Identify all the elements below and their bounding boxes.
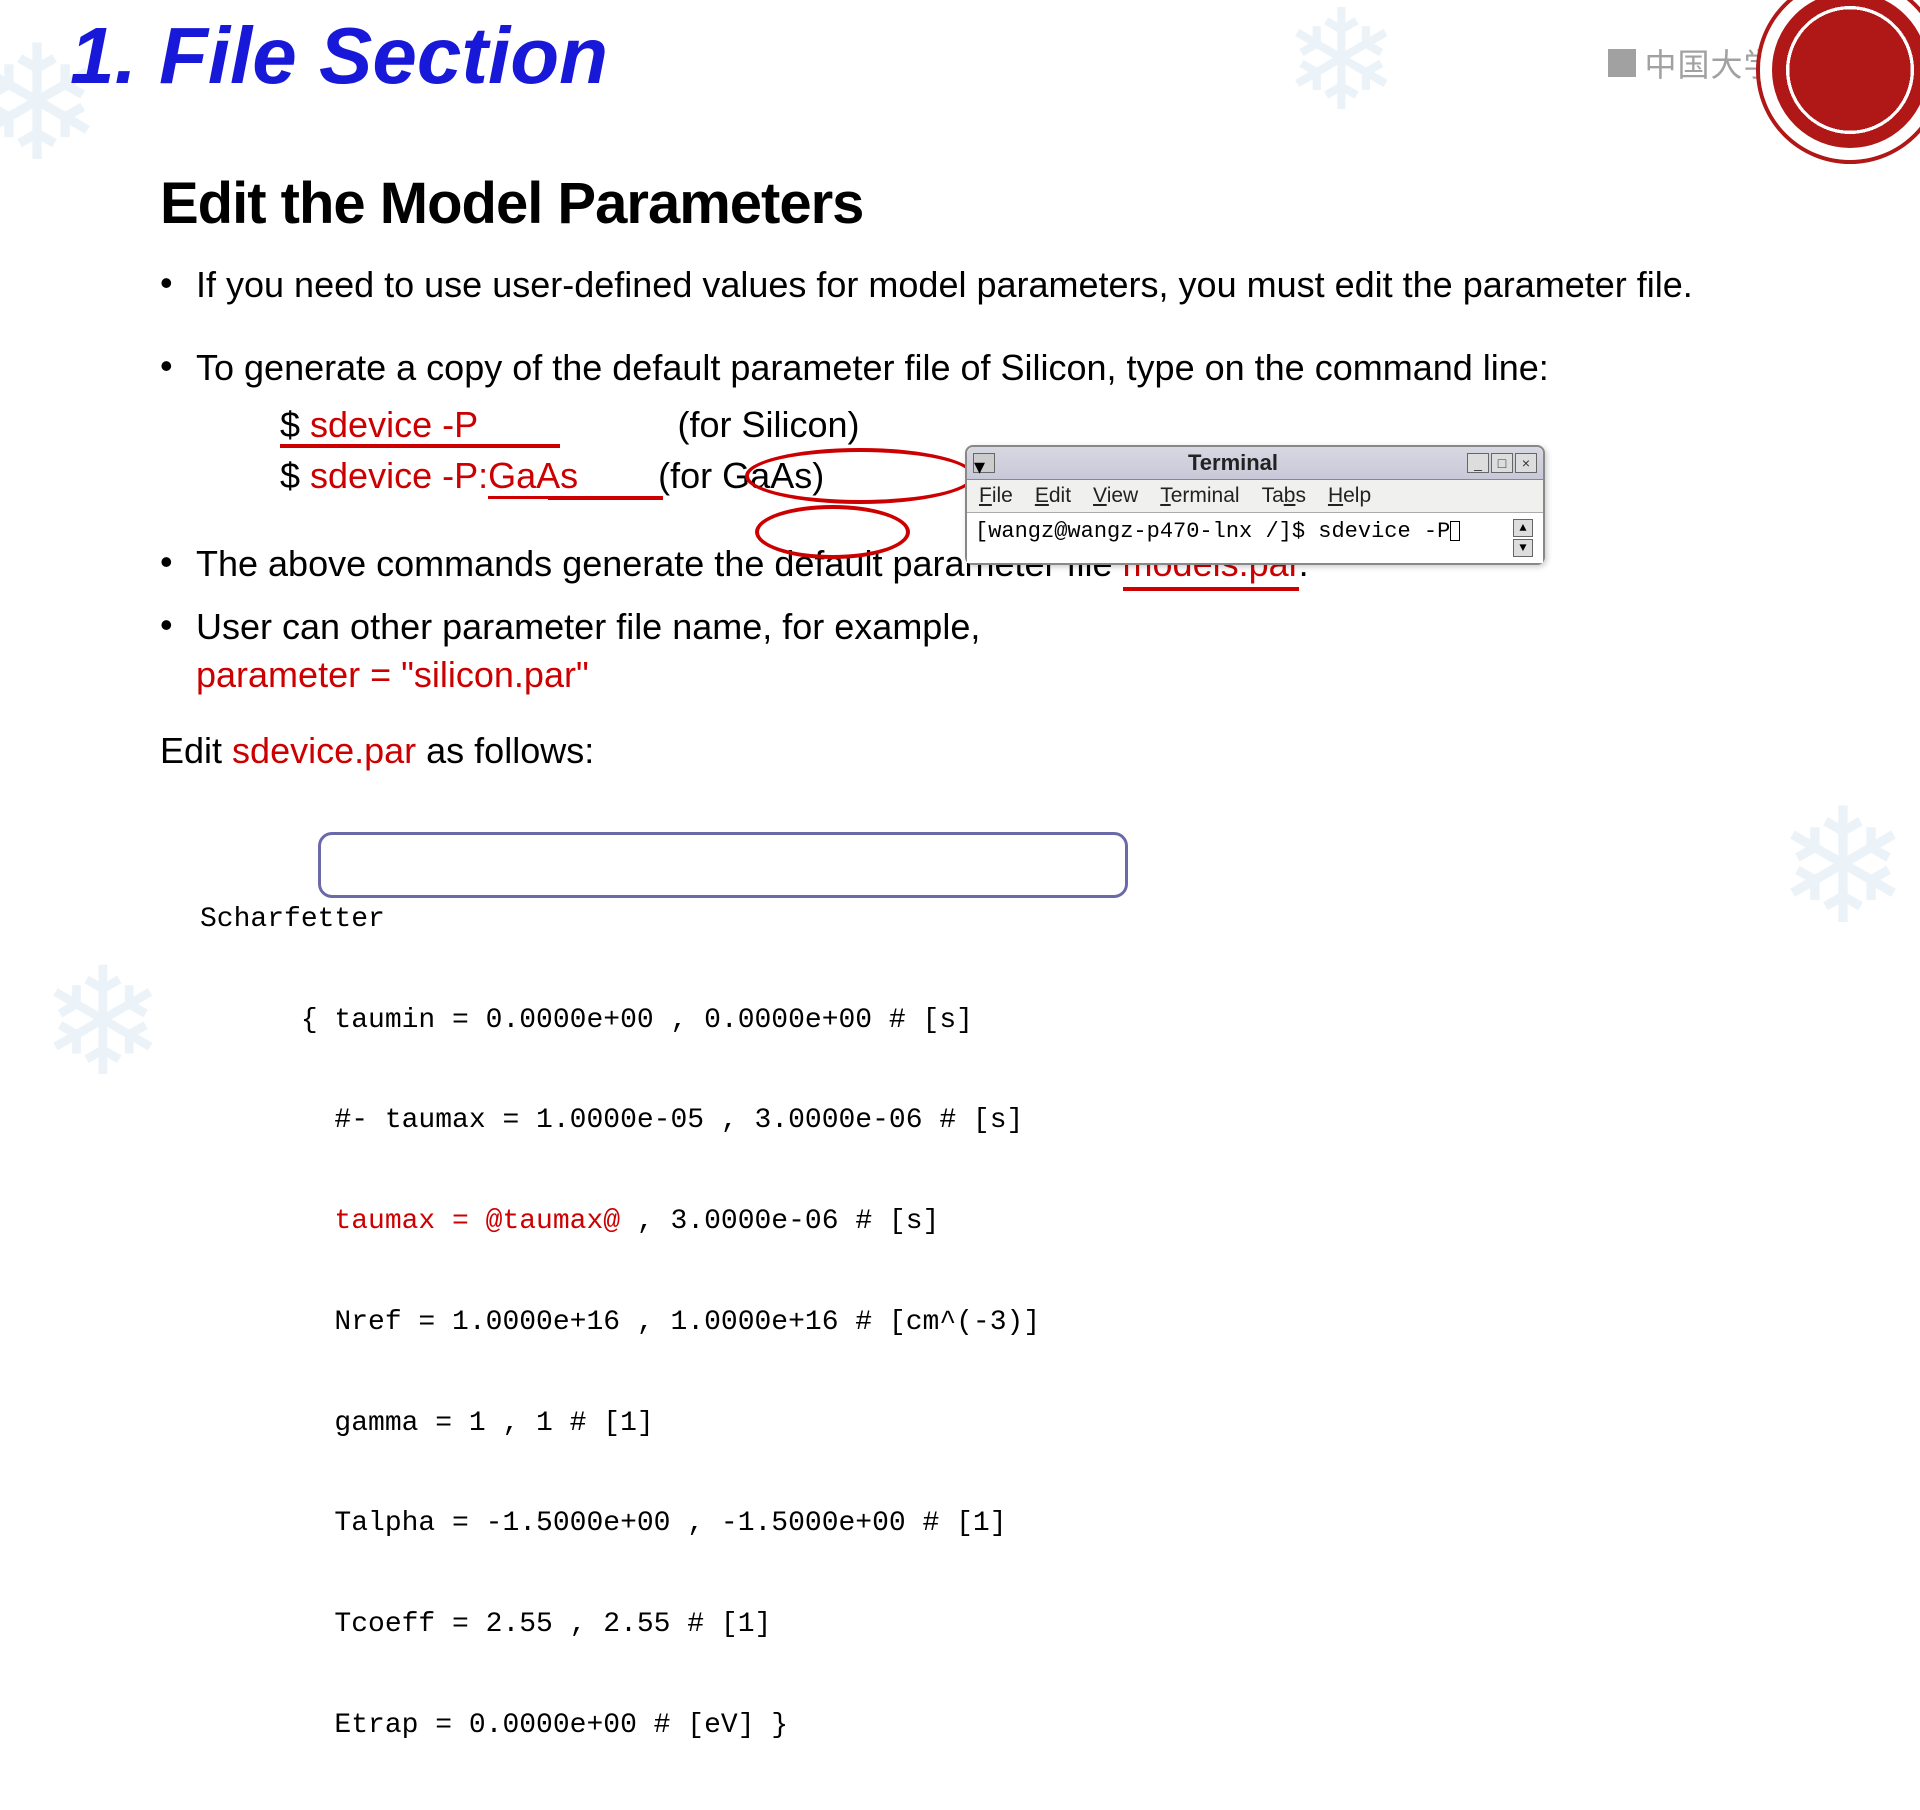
bullet-marker-icon: • [160, 540, 196, 589]
terminal-scrollbar[interactable]: ▲ ▼ [1513, 519, 1535, 557]
menu-tabs[interactable]: Tabs [1262, 484, 1306, 508]
slide-content: Edit the Model Parameters • If you need … [160, 170, 1760, 1810]
section-title: Edit the Model Parameters [160, 170, 1760, 237]
cmd-prompt: $ [280, 455, 310, 496]
bullet-2: • To generate a copy of the default para… [160, 344, 1760, 393]
sdevice-par-filename: sdevice.par [232, 730, 416, 771]
cmd-material: GaAs [488, 455, 578, 499]
bullet-4: • User can other parameter file name, fo… [160, 603, 1760, 700]
terminal-prompt-text: [wangz@wangz-p470-lnx /]$ sdevice -P [975, 519, 1450, 544]
menu-view[interactable]: View [1093, 484, 1138, 508]
cmd-annotation: (for GaAs) [658, 455, 824, 496]
bg-snowflake-icon: ❄ [1776, 773, 1910, 960]
terminal-cursor-icon [1450, 521, 1460, 541]
menu-terminal[interactable]: Terminal [1160, 484, 1239, 508]
code-l3a [200, 1206, 334, 1237]
bullet-2-text: To generate a copy of the default parame… [196, 344, 1760, 393]
edit-pre: Edit [160, 730, 232, 771]
code-l6: Talpha = -1.5000e+00 , -1.5000e+00 # [1] [200, 1507, 1760, 1541]
code-l5: gamma = 1 , 1 # [1] [200, 1407, 1760, 1441]
close-button[interactable]: × [1515, 453, 1537, 473]
terminal-title: Terminal [999, 450, 1467, 476]
code-l8: Etrap = 0.0000e+00 # [eV] } [200, 1709, 1760, 1743]
code-l2: #- taumax = 1.0000e-05 , 3.0000e-06 # [s… [200, 1104, 1760, 1138]
maximize-button[interactable]: □ [1491, 453, 1513, 473]
cmd-prompt: $ [280, 404, 310, 445]
code-highlight-box-icon [318, 832, 1128, 898]
code-l1: { taumin = 0.0000e+00 , 0.0000e+00 # [s] [200, 1004, 1760, 1038]
command-line-1: $ sdevice -P (for Silicon) [280, 400, 1760, 450]
menu-help[interactable]: Help [1328, 484, 1371, 508]
page-title: 1. File Section [70, 10, 608, 102]
code-l3: taumax = @taumax@ , 3.0000e-06 # [s] [200, 1205, 1760, 1239]
bullet-4-main: User can other parameter file name, for … [196, 606, 980, 647]
code-l3-red: taumax = @taumax@ [334, 1206, 620, 1237]
cmd-annotation: (for Silicon) [677, 404, 859, 445]
terminal-titlebar[interactable]: ▾ Terminal _ □ × [967, 447, 1543, 480]
cmd-text: sdevice -P [310, 404, 477, 445]
bullet-marker-icon: • [160, 344, 196, 393]
watermark-icon [1608, 49, 1636, 77]
code-l3b: , 3.0000e-06 # [s] [620, 1206, 939, 1237]
bg-snowflake-icon: ❄ [1283, 0, 1400, 143]
terminal-menubar: File Edit View Terminal Tabs Help [967, 480, 1543, 513]
scroll-down-button[interactable]: ▼ [1513, 539, 1533, 557]
code-l7: Tcoeff = 2.55 , 2.55 # [1] [200, 1608, 1760, 1642]
university-seal-icon [1760, 0, 1920, 160]
terminal-prompt-line: [wangz@wangz-p470-lnx /]$ sdevice -P [975, 519, 1513, 557]
code-l4: Nref = 1.0000e+16 , 1.0000e+16 # [cm^(-3… [200, 1306, 1760, 1340]
bg-snowflake-icon: ❄ [40, 936, 166, 1110]
bullet-4-text: User can other parameter file name, for … [196, 603, 1760, 700]
menu-edit[interactable]: Edit [1035, 484, 1071, 508]
cmd-text: sdevice -P: [310, 455, 488, 496]
bullet-1: • If you need to use user-defined values… [160, 261, 1760, 310]
code-head: Scharfetter [200, 903, 1760, 937]
menu-file[interactable]: File [979, 484, 1013, 508]
edit-post: as follows: [416, 730, 594, 771]
terminal-body[interactable]: [wangz@wangz-p470-lnx /]$ sdevice -P ▲ ▼ [967, 513, 1543, 563]
edit-instruction: Edit sdevice.par as follows: [160, 730, 1760, 772]
minimize-button[interactable]: _ [1467, 453, 1489, 473]
bullet-1-text: If you need to use user-defined values f… [196, 261, 1760, 310]
bullet-marker-icon: • [160, 261, 196, 310]
terminal-menu-icon[interactable]: ▾ [973, 453, 995, 473]
code-block: Scharfetter { taumin = 0.0000e+00 , 0.00… [200, 802, 1760, 1810]
scroll-up-button[interactable]: ▲ [1513, 519, 1533, 537]
terminal-window: ▾ Terminal _ □ × File Edit View Terminal… [965, 445, 1545, 565]
parameter-example: parameter = "silicon.par" [196, 654, 589, 695]
bullet-marker-icon: • [160, 603, 196, 700]
